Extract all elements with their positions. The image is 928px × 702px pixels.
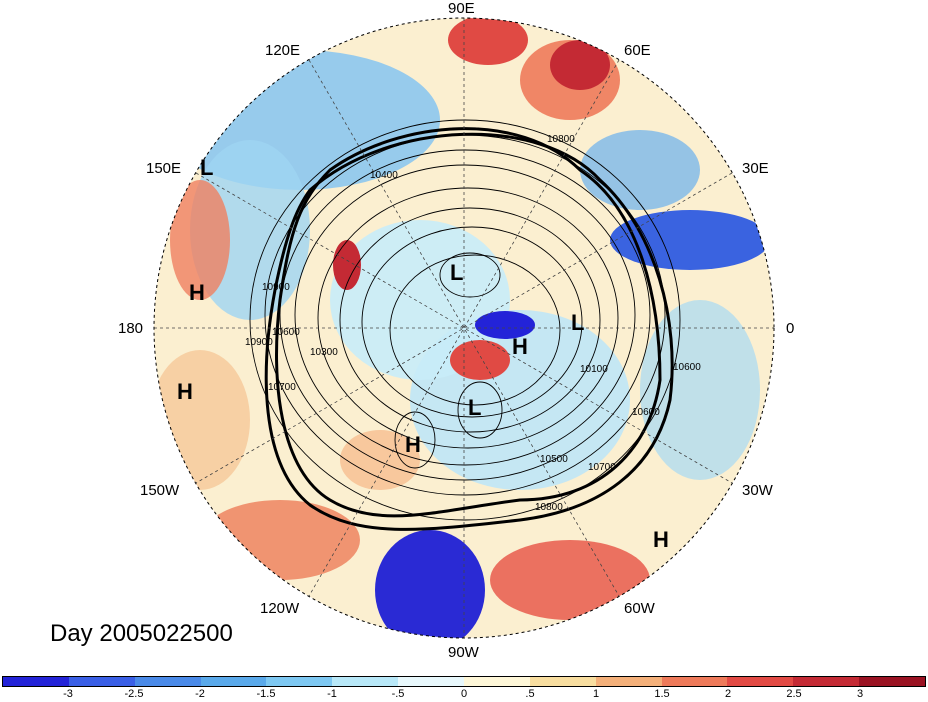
contour-label: 10600 <box>673 362 701 373</box>
map-boundary <box>153 17 775 639</box>
contour-label: 10700 <box>588 462 616 473</box>
contour-label: 10900 <box>245 337 273 348</box>
lon-label-0: 0 <box>786 320 795 337</box>
contour-label: 10600 <box>272 327 300 338</box>
low-pressure-marker: L <box>468 395 482 420</box>
polar-stereographic-map: 10800 10400 10900 10600 10900 10700 1010… <box>153 17 775 639</box>
colorbar-swatch <box>134 677 201 686</box>
high-pressure-marker: H <box>512 334 528 359</box>
anomaly-field <box>154 18 774 638</box>
colorbar-swatch <box>68 677 135 686</box>
high-pressure-marker: H <box>653 527 669 552</box>
low-pressure-marker: L <box>571 310 585 335</box>
lon-label-120e: 120E <box>265 42 301 59</box>
colorbar-swatch <box>3 677 69 686</box>
contour-label: 10900 <box>262 282 290 293</box>
jet-stream <box>264 127 674 531</box>
colorbar-tick-label: -2 <box>195 688 205 700</box>
colorbar-tick-label: 3 <box>856 688 864 700</box>
lon-label-90w: 90W <box>448 644 479 661</box>
high-pressure-marker: H <box>405 432 421 457</box>
lon-label-120w: 120W <box>260 600 300 617</box>
lon-label-60e: 60E <box>624 42 651 59</box>
lon-label-60w: 60W <box>624 600 655 617</box>
high-pressure-marker: H <box>189 280 205 305</box>
contour-label: 10800 <box>547 134 575 145</box>
colorbar-swatch <box>398 677 465 686</box>
colorbar-swatch <box>464 677 530 686</box>
colorbar-tick-label: -1 <box>327 688 337 700</box>
lon-label-150w: 150W <box>140 482 180 499</box>
contour-label-group: 10800 10400 10900 10600 10900 10700 1010… <box>245 134 701 513</box>
colorbar-tick-label: -1.5 <box>256 688 276 700</box>
colorbar-swatch <box>727 677 794 686</box>
contour-label: 10700 <box>268 382 296 393</box>
colorbar-tick-label: 0 <box>460 688 468 700</box>
colorbar-tick-label: 2 <box>724 688 732 700</box>
colorbar-swatch <box>661 677 728 686</box>
map-title: Day 2005022500 <box>50 620 233 647</box>
contour-label: 10800 <box>535 502 563 513</box>
colorbar-tick-label: -.5 <box>391 688 405 700</box>
low-pressure-marker: L <box>200 155 214 180</box>
lon-label-30e: 30E <box>742 160 769 177</box>
high-pressure-marker: H <box>177 379 193 404</box>
colorbar-tick-label: -3 <box>63 688 73 700</box>
height-contours <box>249 119 681 521</box>
contour-label: 10400 <box>370 170 398 181</box>
colorbar-swatch <box>332 677 399 686</box>
lon-label-90e: 90E <box>448 0 475 17</box>
low-pressure-marker: L <box>450 260 464 285</box>
colorbar-tick-label: 2.5 <box>786 688 802 700</box>
colorbar-swatch <box>859 677 926 686</box>
colorbar-swatch <box>266 677 333 686</box>
colorbar <box>2 676 926 687</box>
lon-label-150e: 150E <box>146 160 182 177</box>
colorbar-tick-label: 1 <box>592 688 600 700</box>
lon-label-180: 180 <box>118 320 144 337</box>
contour-label: 10300 <box>310 347 338 358</box>
colorbar-swatch <box>793 677 860 686</box>
colorbar-tick-label: -2.5 <box>124 688 144 700</box>
colorbar-tick-label: 1.5 <box>654 688 670 700</box>
contour-label: 10100 <box>580 364 608 375</box>
colorbar-swatch <box>529 677 596 686</box>
lon-label-30w: 30W <box>742 482 773 499</box>
graticule <box>154 18 774 638</box>
colorbar-swatch <box>200 677 267 686</box>
colorbar-tick-label: .5 <box>525 688 535 700</box>
contour-label: 10600 <box>632 407 660 418</box>
contour-label: 10500 <box>540 454 568 465</box>
colorbar-swatch <box>595 677 662 686</box>
